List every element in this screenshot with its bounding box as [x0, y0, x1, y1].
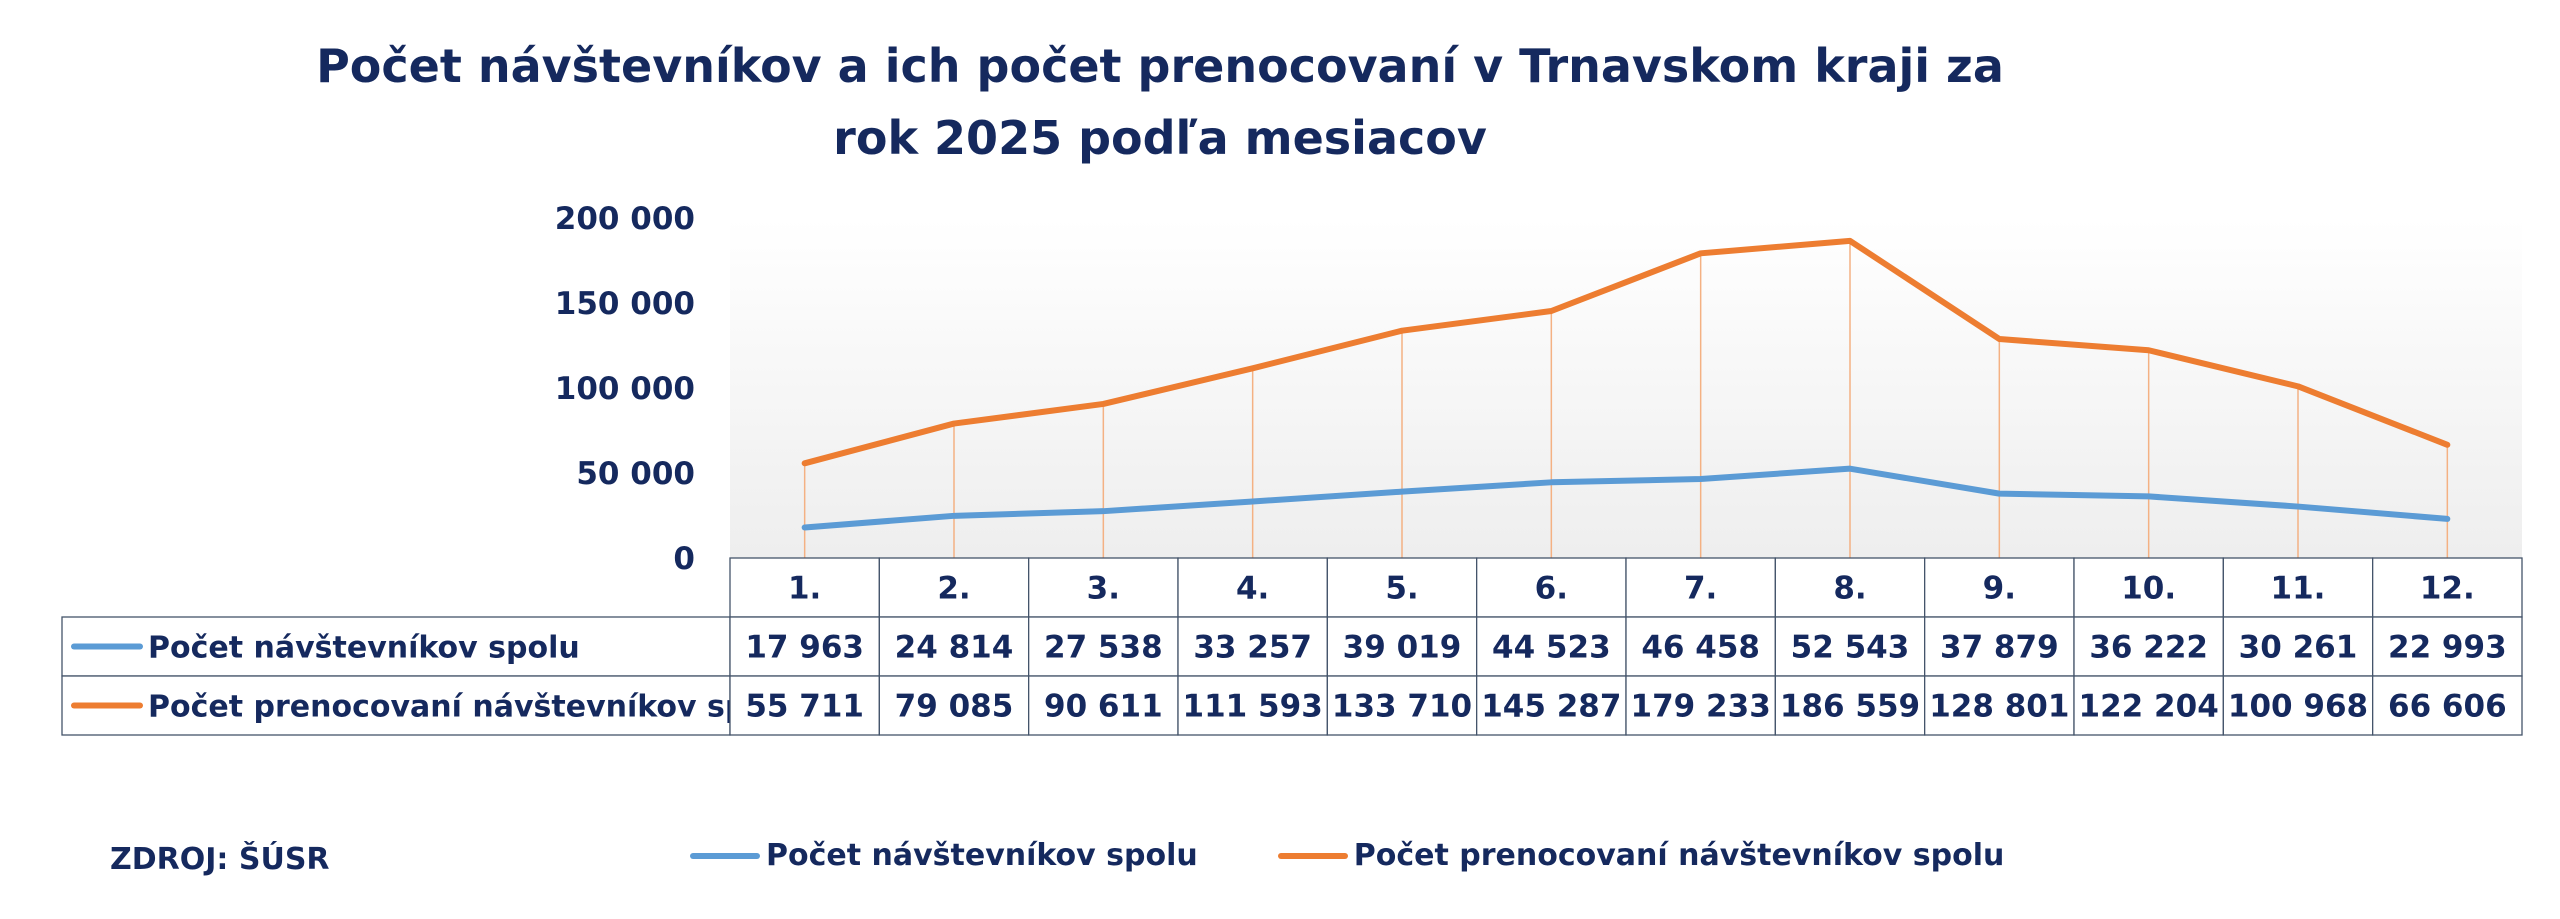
table-header-cell	[1774, 557, 1926, 618]
x-tick-label: 12.	[2420, 571, 2475, 607]
table-cell	[2222, 616, 2374, 677]
data-label: 52 543	[1791, 630, 1910, 666]
table-header-cell	[878, 557, 1030, 618]
data-label: 37 879	[1940, 630, 2059, 666]
x-tick-label: 7.	[1684, 571, 1717, 607]
x-tick-label: 10.	[2121, 571, 2176, 607]
series-line-1	[801, 465, 2451, 531]
table-cell	[1625, 675, 1776, 736]
table-cell	[1177, 675, 1328, 736]
table-cell	[2073, 616, 2224, 677]
data-label: 145 287	[1481, 689, 1621, 725]
table-cell	[729, 675, 880, 736]
table-row-header-cell	[61, 616, 731, 677]
data-label: 30 261	[2239, 630, 2358, 666]
table-header-cell	[2222, 557, 2374, 618]
x-tick-label: 8.	[1833, 571, 1866, 607]
data-label: 36 222	[2089, 630, 2208, 666]
table-cell	[729, 616, 880, 677]
data-label: 33 257	[1193, 630, 1312, 666]
x-tick-label: 2.	[937, 571, 970, 607]
data-label: 128 801	[1929, 689, 2069, 725]
table-cell	[2073, 675, 2224, 736]
x-tick-label: 9.	[1983, 571, 2016, 607]
x-tick-label: 1.	[788, 571, 821, 607]
table-cell	[2222, 675, 2374, 736]
data-label: 186 559	[1780, 689, 1920, 725]
data-label: 66 606	[2388, 689, 2507, 725]
table-cell	[2372, 675, 2523, 736]
y-tick-label: 200 000	[555, 201, 695, 237]
table-header-cell	[1028, 557, 1179, 618]
x-tick-label: 6.	[1535, 571, 1568, 607]
data-label: 46 458	[1641, 630, 1760, 666]
table-header-cell	[2372, 557, 2523, 618]
table-header-cell	[1924, 557, 2075, 618]
source-note: ZDROJ: ŠÚSR	[110, 842, 330, 877]
data-label: 22 993	[2388, 630, 2507, 666]
data-label: 39 019	[1343, 630, 1462, 666]
series-line-2	[801, 237, 2451, 467]
y-tick-label: 50 000	[576, 456, 695, 492]
data-label: 122 204	[2079, 689, 2219, 725]
data-label: 179 233	[1631, 689, 1771, 725]
table-cell	[1028, 616, 1179, 677]
data-label: 133 710	[1332, 689, 1472, 725]
table-row-label: Počet prenocovaní návštevníkov spolu	[148, 690, 799, 725]
x-tick-label: 3.	[1087, 571, 1120, 607]
table-header-cell	[729, 557, 880, 618]
table-cell	[1924, 675, 2075, 736]
table-cell	[1774, 675, 1926, 736]
data-label: 111 593	[1183, 689, 1323, 725]
legend: Počet návštevníkov spolu Počet prenocova…	[690, 838, 2084, 873]
x-tick-label: 4.	[1236, 571, 1269, 607]
legend-label-overnight-stays: Počet prenocovaní návštevníkov spolu	[1353, 838, 2005, 873]
table-header-cell	[2073, 557, 2224, 618]
table-cell	[1028, 675, 1179, 736]
y-tick-label: 0	[673, 541, 695, 577]
table-row-label: Počet návštevníkov spolu	[148, 631, 580, 666]
data-label: 55 711	[745, 689, 864, 725]
y-tick-label: 100 000	[555, 371, 695, 407]
table-cell	[1924, 616, 2075, 677]
table-cell	[878, 675, 1030, 736]
table-cell	[1476, 675, 1627, 736]
x-tick-label: 5.	[1385, 571, 1418, 607]
data-label: 90 611	[1044, 689, 1163, 725]
chart-title: Počet návštevníkov a ich počet prenocova…	[316, 39, 2004, 165]
legend-item-overnight-stays: Počet prenocovaní návštevníkov spolu	[1277, 838, 2005, 873]
legend-item-visitors: Počet návštevníkov spolu	[690, 838, 1198, 873]
data-label: 27 538	[1044, 630, 1163, 666]
table-cell	[1625, 616, 1776, 677]
data-label: 100 968	[2228, 689, 2368, 725]
table-cell	[878, 616, 1030, 677]
y-tick-label: 150 000	[555, 286, 695, 322]
table-cell	[1177, 616, 1328, 677]
x-tick-label: 11.	[2271, 571, 2326, 607]
data-label: 44 523	[1492, 630, 1611, 666]
table-row-header-cell	[61, 675, 731, 736]
data-label: 79 085	[895, 689, 1014, 725]
table-cell	[1326, 675, 1478, 736]
table-cell	[1326, 616, 1478, 677]
legend-label-visitors: Počet návštevníkov spolu	[766, 838, 1198, 873]
legend-swatch-overnight-stays	[1277, 852, 1348, 859]
data-label: 24 814	[895, 630, 1014, 666]
legend-swatch-visitors	[690, 852, 760, 859]
plot-area	[730, 218, 2522, 558]
data-label: 17 963	[745, 630, 864, 666]
